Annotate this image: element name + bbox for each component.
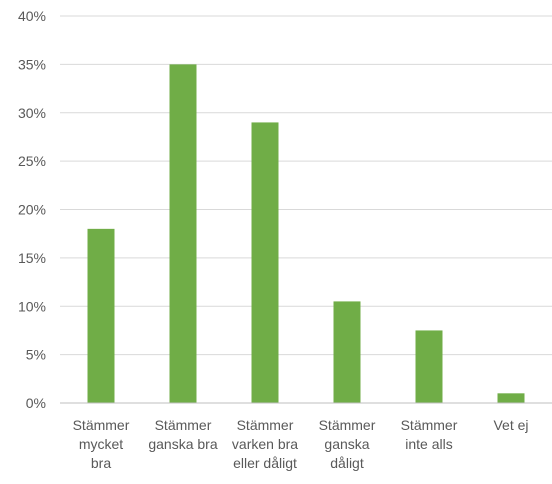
gridlines — [60, 15, 552, 356]
bar — [497, 393, 525, 403]
y-tick-label: 5% — [26, 347, 46, 363]
y-tick-label: 25% — [18, 153, 46, 169]
x-category-label: Stämmer ganska bra — [148, 417, 217, 452]
bar — [251, 122, 279, 404]
x-category-label-line: Stämmer — [237, 417, 294, 433]
y-tick-label: 0% — [26, 395, 46, 411]
bar — [415, 330, 443, 403]
y-tick-label: 30% — [18, 105, 46, 121]
x-category-label-line: eller dåligt — [233, 455, 297, 471]
x-category-label-line: Stämmer — [401, 417, 458, 433]
y-tick-label: 15% — [18, 250, 46, 266]
x-category-label-line: dåligt — [330, 455, 364, 471]
y-tick-label: 35% — [18, 56, 46, 72]
x-category-label-line: varken bra — [232, 436, 298, 452]
bar — [333, 301, 361, 403]
x-category-label-line: mycket — [79, 436, 123, 452]
y-tick-label: 20% — [18, 202, 46, 218]
x-category-label-line: Stämmer — [73, 417, 130, 433]
x-category-label: Stämmer mycket bra — [73, 417, 130, 471]
x-category-label-line: Vet ej — [493, 417, 528, 433]
x-category-label-line: inte alls — [405, 436, 452, 452]
x-category-label: Stämmer ganska dåligt — [319, 417, 376, 471]
x-category-label-line: bra — [91, 455, 111, 471]
x-category-label-line: Stämmer — [319, 417, 376, 433]
bar — [169, 64, 197, 403]
x-category-label-line: Stämmer — [155, 417, 212, 433]
x-category-label-line: ganska — [324, 436, 369, 452]
y-tick-label: 40% — [18, 8, 46, 24]
y-axis-tick-labels: 0% 5% 10% 15% 20% 25% 30% 35% 40% — [18, 8, 46, 411]
x-category-label-line: ganska bra — [148, 436, 217, 452]
x-category-label: Vet ej — [493, 417, 528, 433]
bar — [87, 228, 115, 403]
x-category-label: Stämmer inte alls — [401, 417, 458, 452]
x-category-label: Stämmer varken bra eller dåligt — [232, 417, 298, 471]
bars — [87, 64, 525, 404]
y-tick-label: 10% — [18, 298, 46, 314]
